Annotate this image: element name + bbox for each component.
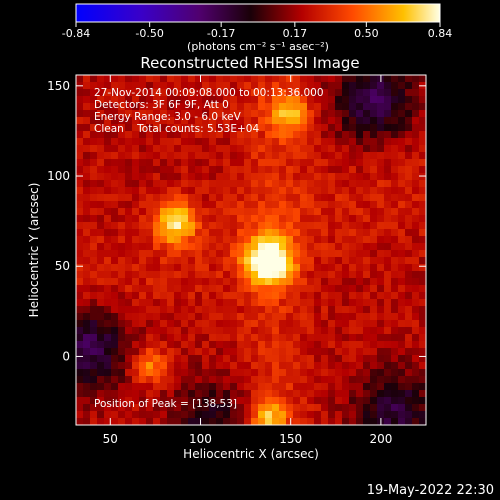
axis-ticks: 50 100 150 200 0 50 100 150 <box>47 75 426 446</box>
x-tick-label: 100 <box>189 432 212 446</box>
x-axis-label: Heliocentric X (arcsec) <box>183 447 319 461</box>
y-tick-label: 0 <box>62 349 70 363</box>
info-line-energy: Energy Range: 3.0 - 6.0 keV <box>94 111 242 123</box>
colorbar-tick-label: 0.17 <box>283 27 308 40</box>
plot-frame <box>75 74 427 426</box>
chart-title: Reconstructed RHESSI Image <box>140 54 359 72</box>
y-tick-label: 50 <box>55 259 70 273</box>
colorbar-tick-label: -0.50 <box>135 27 163 40</box>
y-tick-label: 100 <box>47 169 70 183</box>
y-tick-label: 150 <box>47 79 70 93</box>
colorbar-tick-label: 0.84 <box>428 27 453 40</box>
x-tick-label: 50 <box>103 432 118 446</box>
colorbar-unit-label: (photons cm⁻² s⁻¹ asec⁻²) <box>187 40 329 53</box>
colorbar-tick-label: 0.50 <box>354 27 379 40</box>
timestamp: 19-May-2022 22:30 <box>367 483 494 498</box>
x-tick-label: 150 <box>279 432 302 446</box>
colorbar-tick-label: -0.17 <box>207 27 235 40</box>
x-tick-label: 200 <box>369 432 392 446</box>
peak-position-label: Position of Peak = [138,53] <box>94 398 237 410</box>
info-line-clean: Clean Total counts: 5.53E+04 <box>94 123 259 135</box>
colorbar-ticks: -0.84 -0.50 -0.17 0.17 0.50 0.84 <box>62 22 452 40</box>
colorbar <box>75 3 441 23</box>
info-line-time: 27-Nov-2014 00:09:08.000 to 00:13:36.000 <box>94 87 324 99</box>
y-axis-label: Heliocentric Y (arcsec) <box>27 183 41 318</box>
info-line-detectors: Detectors: 3F 6F 9F, Att 0 <box>94 99 229 111</box>
colorbar-tick-label: -0.84 <box>62 27 90 40</box>
